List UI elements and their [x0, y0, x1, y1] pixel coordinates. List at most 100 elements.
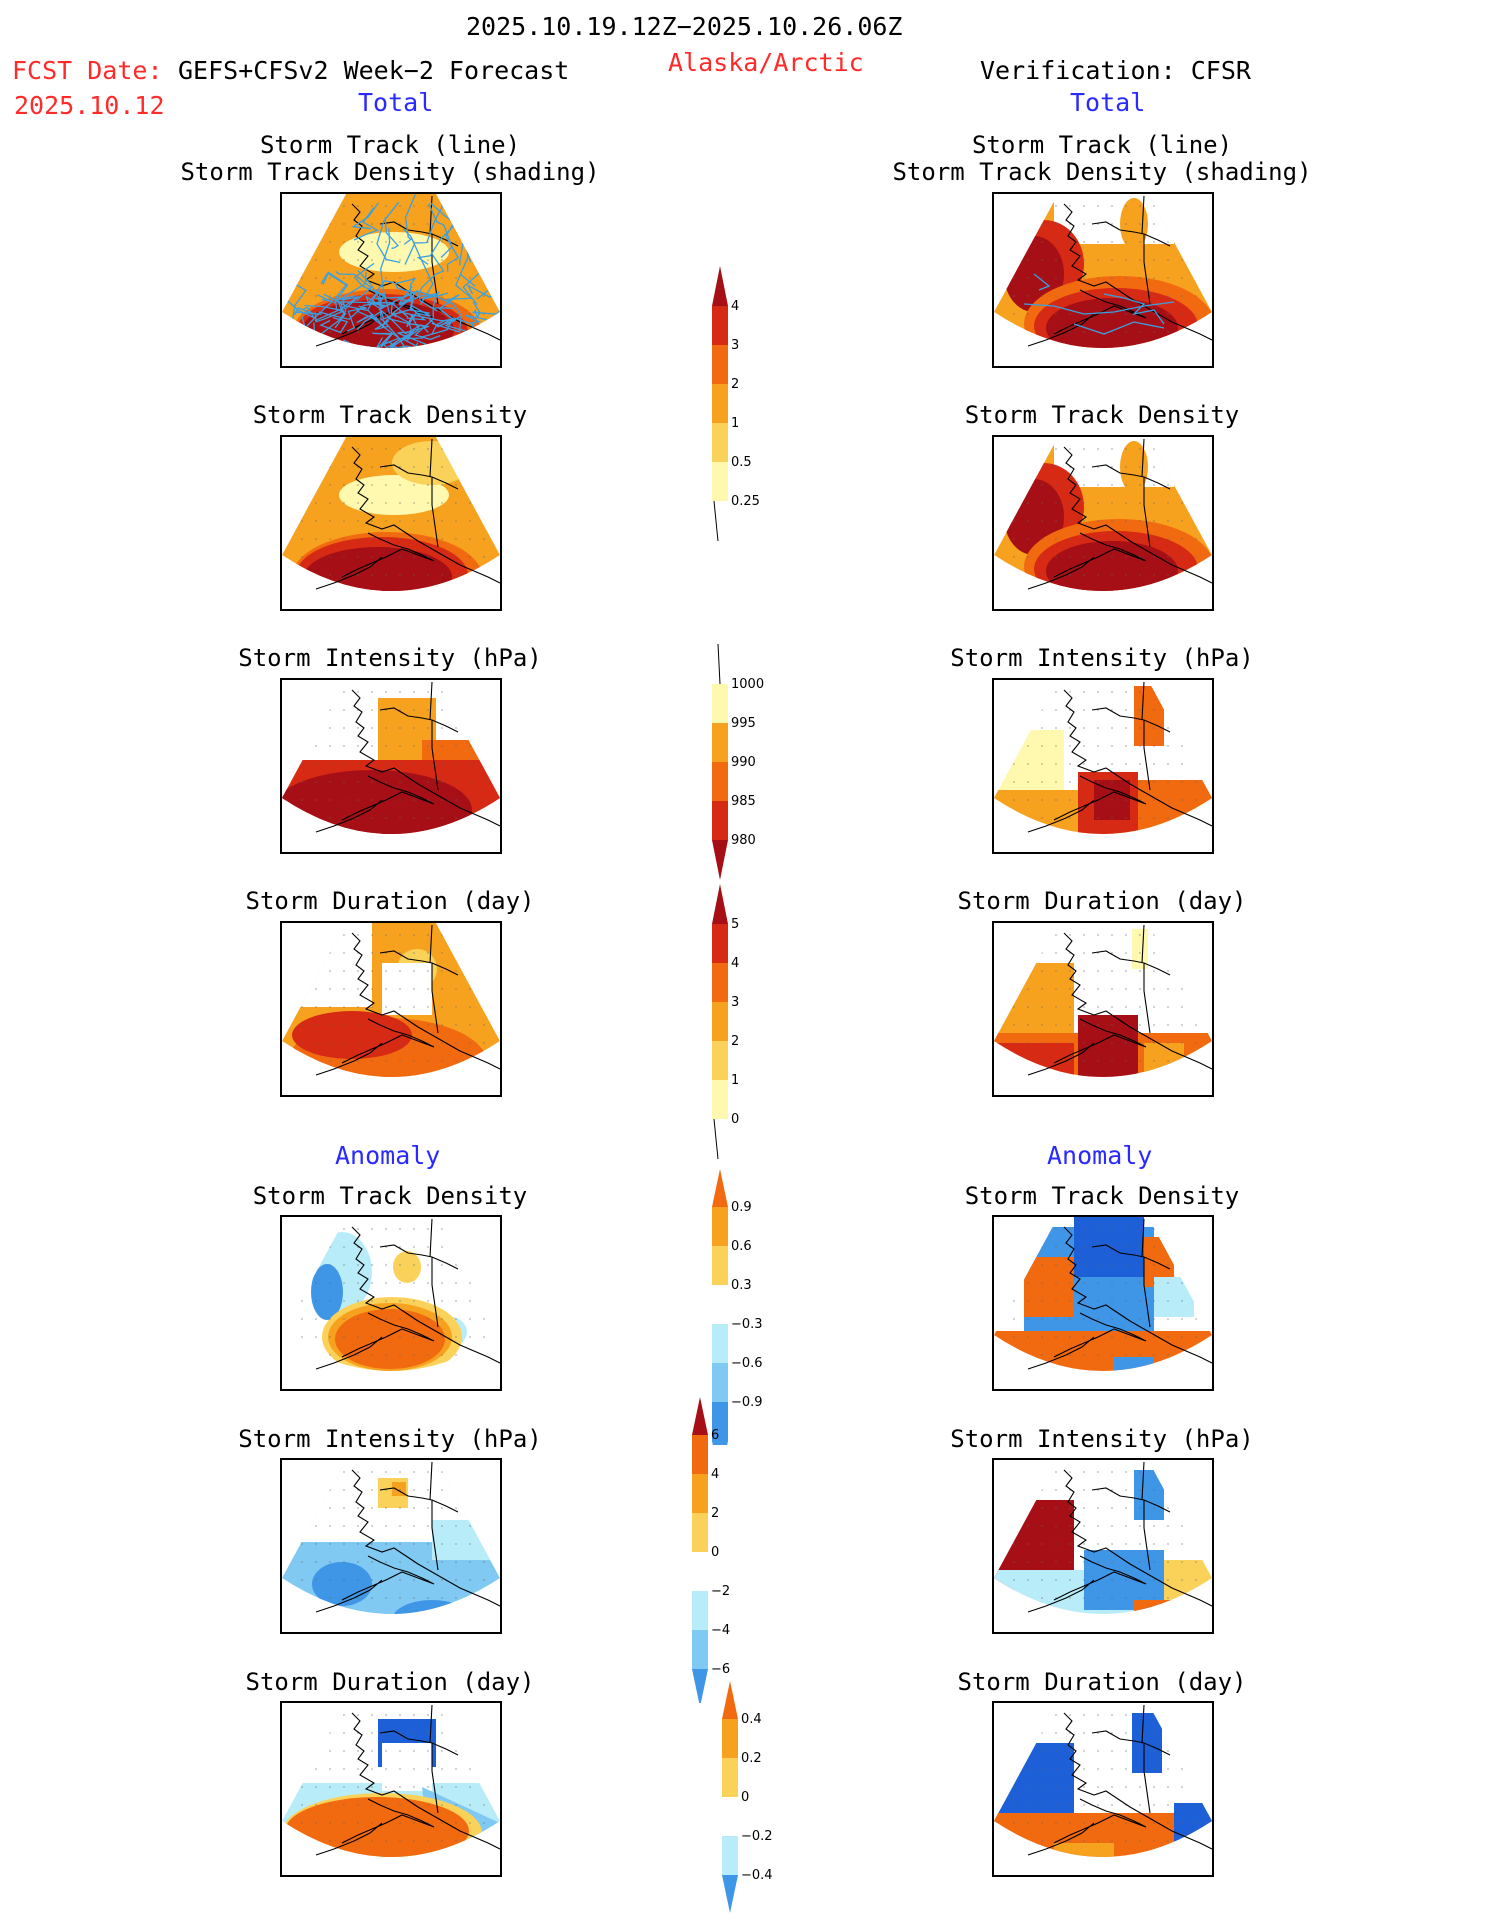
grid-dot	[343, 277, 345, 279]
colorbar-box	[712, 1402, 728, 1441]
grid-dot	[329, 781, 331, 783]
grid-dot	[1041, 520, 1043, 522]
grid-dot	[441, 1042, 443, 1044]
grid-dot	[441, 745, 443, 747]
grid-dot	[483, 1006, 485, 1008]
grid-dot	[385, 727, 387, 729]
grid-dot	[1125, 1042, 1127, 1044]
right-title-anom-duration: Storm Duration (day)	[957, 1668, 1247, 1696]
grid-dot	[1055, 1543, 1057, 1545]
grid-dot	[1069, 934, 1071, 936]
grid-dot	[1069, 1579, 1071, 1581]
grid-dot	[329, 1489, 331, 1491]
colorbar-tick-label: −0.2	[741, 1829, 773, 1844]
grid-dot	[371, 1471, 373, 1473]
grid-dot	[357, 1597, 359, 1599]
grid-dot	[1181, 1336, 1183, 1338]
grid-dot	[483, 592, 484, 593]
grid-dot	[455, 538, 457, 540]
grid-dot	[413, 1471, 415, 1473]
grid-dot	[1195, 799, 1197, 801]
grid-dot	[1027, 1078, 1028, 1079]
grid-dot	[1027, 1006, 1029, 1008]
grid-dot	[1139, 538, 1141, 540]
grid-dot	[469, 1822, 471, 1824]
grid-dot	[1027, 1372, 1028, 1373]
grid-dot	[1167, 1786, 1169, 1788]
grid-dot	[1069, 835, 1070, 836]
grid-dot	[413, 349, 414, 350]
grid-dot	[1195, 1804, 1197, 1806]
storm-track-line	[450, 343, 482, 348]
grid-dot	[1111, 1228, 1113, 1230]
grid-dot	[1139, 691, 1141, 693]
grid-dot	[1013, 1543, 1015, 1545]
grid-dot	[413, 205, 415, 207]
grid-dot	[301, 1300, 303, 1302]
storm-track-line	[314, 297, 344, 323]
grid-dot	[1111, 727, 1113, 729]
grid-dot	[1181, 727, 1183, 729]
grid-dot	[455, 1228, 457, 1230]
grid-dot	[1027, 1042, 1029, 1044]
grid-dot	[315, 691, 317, 693]
grid-dot	[315, 1507, 317, 1509]
grid-dot	[483, 1228, 485, 1230]
grid-dot	[329, 484, 331, 486]
grid-dot	[455, 1471, 457, 1473]
grid-dot	[301, 520, 303, 522]
grid-dot	[399, 259, 401, 261]
grid-dot	[1055, 349, 1056, 350]
grid-dot	[1027, 1732, 1029, 1734]
grid-dot	[1195, 727, 1197, 729]
grid-dot	[315, 295, 317, 297]
storm-tracks	[1023, 273, 1175, 335]
grid-dot	[1195, 1714, 1197, 1716]
grid-dot	[1195, 1615, 1196, 1616]
grid-dot	[1055, 520, 1057, 522]
grid-dot	[483, 988, 485, 990]
grid-dot	[329, 241, 331, 243]
grid-dot	[357, 349, 358, 350]
grid-dot	[343, 835, 344, 836]
grid-dot	[1027, 1858, 1028, 1859]
grid-dot	[1083, 538, 1085, 540]
grid-dot	[1153, 592, 1154, 593]
grid-dot	[1083, 727, 1085, 729]
storm-track-line	[398, 311, 456, 327]
grid-dot	[301, 1786, 303, 1788]
grid-dot	[1111, 1543, 1113, 1545]
map-shading	[994, 1703, 1212, 1859]
grid-dot	[1041, 1561, 1043, 1563]
grid-dot	[371, 205, 373, 207]
grid-dot	[1195, 259, 1197, 261]
grid-dot	[427, 1354, 429, 1356]
grid-dot	[469, 1786, 471, 1788]
grid-dot	[1167, 241, 1169, 243]
grid-dot	[371, 466, 373, 468]
grid-dot	[1125, 1750, 1127, 1752]
grid-dot	[385, 1615, 386, 1616]
grid-dot	[301, 241, 303, 243]
grid-dot	[385, 1714, 387, 1716]
grid-dot	[441, 1228, 443, 1230]
grid-dot	[441, 1264, 443, 1266]
grid-dot	[385, 781, 387, 783]
grid-dot	[371, 1228, 373, 1230]
storm-tracks	[282, 194, 500, 348]
grid-dot	[427, 1597, 429, 1599]
grid-dot	[1111, 448, 1113, 450]
grid-dot	[1027, 520, 1029, 522]
grid-dot	[1097, 1525, 1099, 1527]
storm-track-line	[378, 345, 436, 348]
grid-dot	[1139, 1714, 1141, 1716]
grid-dot	[413, 1714, 415, 1716]
grid-dot	[385, 817, 387, 819]
grid-dot	[315, 1597, 317, 1599]
grid-dot	[1027, 223, 1029, 225]
grid-dot	[1013, 484, 1015, 486]
grid-dot	[1013, 277, 1015, 279]
grid-dot	[1097, 1078, 1098, 1079]
grid-dot	[413, 1615, 414, 1616]
grid-dot	[315, 934, 317, 936]
